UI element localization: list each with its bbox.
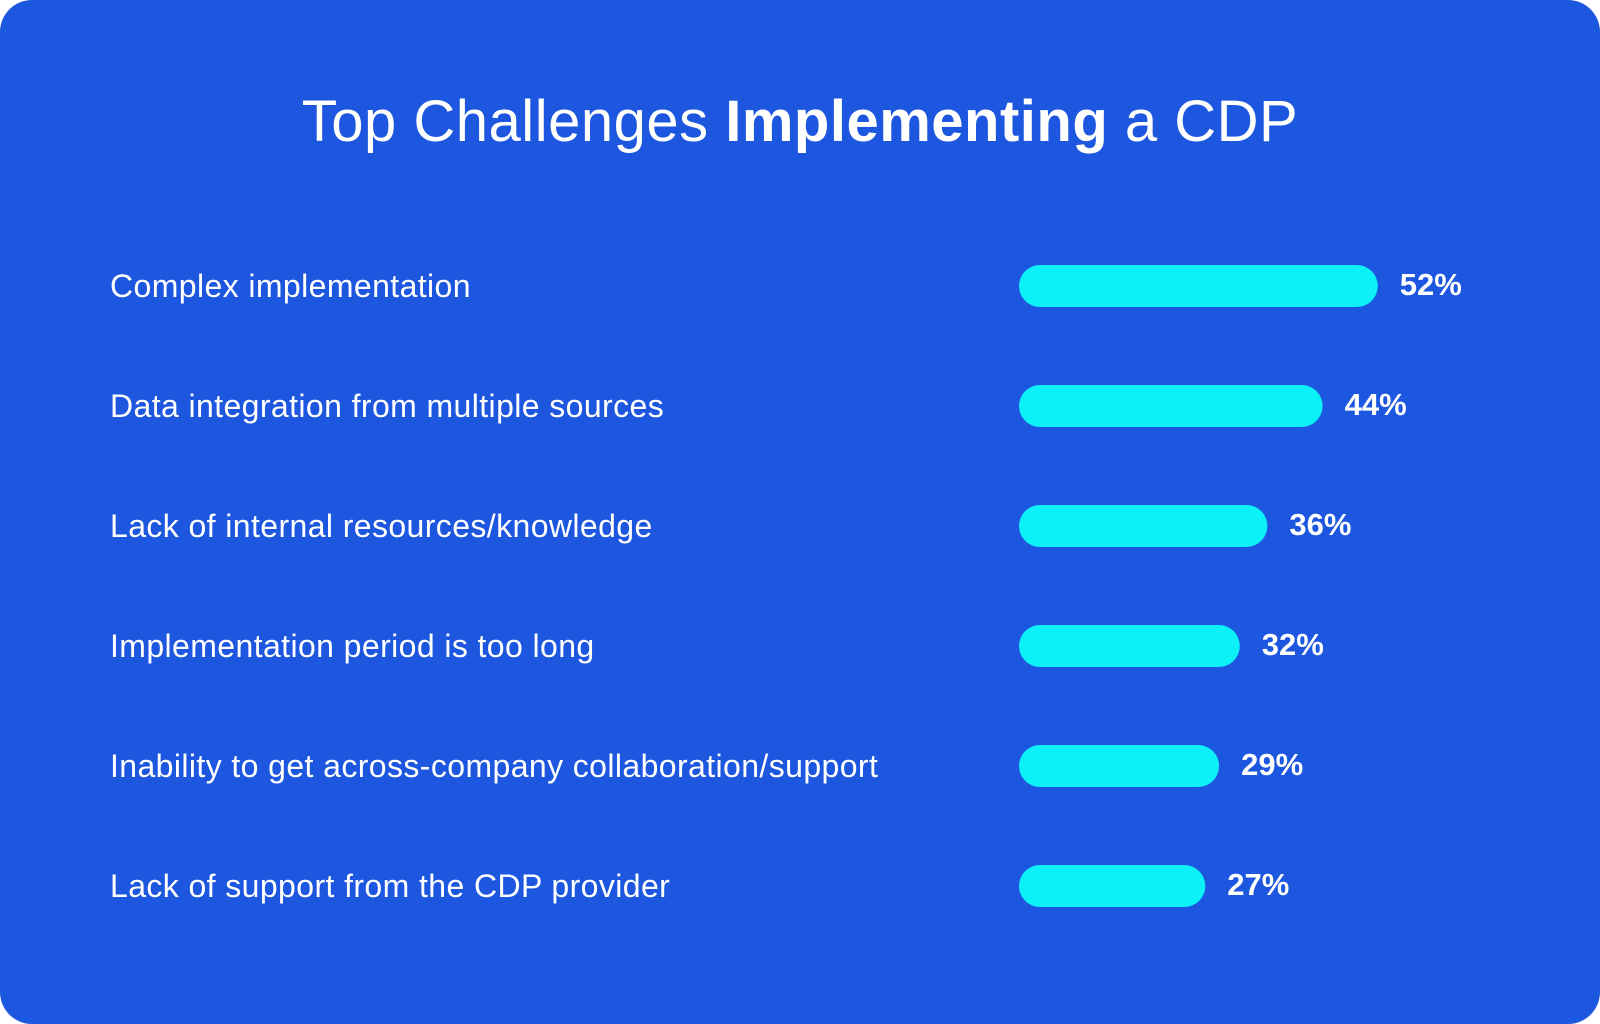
category-label: Inability to get across-company collabor… bbox=[110, 748, 878, 784]
bar bbox=[1019, 385, 1323, 427]
value-label: 44% bbox=[1345, 387, 1407, 422]
value-label: 27% bbox=[1227, 867, 1289, 902]
title-emphasis: Implementing bbox=[725, 89, 1109, 154]
title-suffix: a CDP bbox=[1108, 89, 1299, 154]
value-label: 29% bbox=[1241, 747, 1303, 782]
title-prefix: Top Challenges bbox=[301, 89, 726, 154]
category-label: Lack of support from the CDP provider bbox=[110, 868, 670, 904]
category-label: Data integration from multiple sources bbox=[110, 388, 664, 424]
chart-title: Top Challenges Implementing a CDP bbox=[0, 88, 1600, 155]
value-label: 52% bbox=[1400, 267, 1462, 302]
bar bbox=[1019, 505, 1268, 547]
bar bbox=[1019, 745, 1220, 787]
bar bbox=[1019, 625, 1240, 667]
value-label: 32% bbox=[1262, 627, 1324, 662]
bar bbox=[1019, 265, 1378, 307]
category-label: Implementation period is too long bbox=[110, 628, 595, 664]
category-label: Complex implementation bbox=[110, 268, 471, 304]
value-label: 36% bbox=[1289, 507, 1351, 542]
category-label: Lack of internal resources/knowledge bbox=[110, 508, 653, 544]
bar bbox=[1019, 865, 1206, 907]
